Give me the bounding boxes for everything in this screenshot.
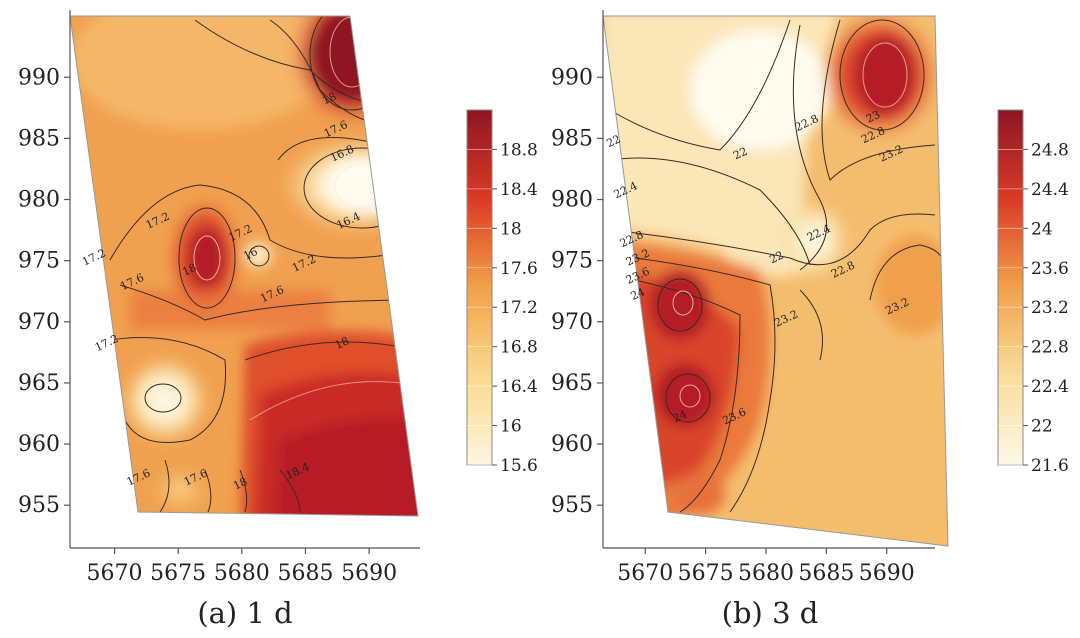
panel-a-colorbar-tick-label: 17.2 <box>500 298 538 318</box>
panel-a-y-tick-label: 990 <box>18 65 60 90</box>
panel-b-colorbar-tick-label: 22.4 <box>1031 377 1069 397</box>
panel-b-axes <box>602 10 935 549</box>
panel-b-colorbar-tick-label: 23.2 <box>1031 298 1069 318</box>
panel-b-y-tick-label: 975 <box>551 249 593 274</box>
panel-a-domain-outline <box>69 15 419 517</box>
panel-a-colorbar-tick-label: 15.6 <box>500 456 538 476</box>
panel-b-colorbar-tick-label: 24.4 <box>1031 180 1069 200</box>
panel-b-x-tick-label: 5680 <box>738 561 794 586</box>
panel-a-y-tick-label: 985 <box>18 126 60 151</box>
panel-a-contour-label: 16 <box>241 245 259 263</box>
panel-b-colorbar-tick-label: 22.8 <box>1031 338 1069 358</box>
panel-a-x-tick-label: 5680 <box>214 561 270 586</box>
panel-b-contour-field <box>603 16 948 546</box>
panel-a-x-tick-label: 5675 <box>150 561 206 586</box>
panel-a-colorbar-tick-label: 16 <box>500 417 522 437</box>
panel-b-colorbar: 24.8 24.4 24 23.6 23.2 22.8 22.4 22 21.6 <box>997 109 1069 476</box>
panel-a-colorbar-ticks: 18.8 18.4 18 17.6 17.2 16.8 16.4 16 15.6 <box>492 140 538 476</box>
panel-b-y-tick-label: 955 <box>551 493 593 518</box>
panel-b-contour-label: 22 <box>767 249 785 267</box>
panel-b-caption: (b) 3 d <box>722 596 819 630</box>
panel-a-y-tick-label: 965 <box>18 371 60 396</box>
panel-b-colorbar-tick-label: 24.8 <box>1031 140 1069 160</box>
panel-b-colorbar-tick-label: 23.6 <box>1031 259 1069 279</box>
panel-a-y-tick-label: 975 <box>18 249 60 274</box>
panel-b-contour-label: 23 <box>864 108 882 126</box>
panel-b-colorbar-tick-label: 21.6 <box>1031 456 1069 476</box>
panel-b-x-tick-label: 5685 <box>798 561 854 586</box>
panel-b-colorbar-tick-label: 22 <box>1031 417 1053 437</box>
panel-a-axes <box>69 10 420 549</box>
panel-a-colorbar-tick-label: 18.8 <box>500 140 538 160</box>
panel-a-caption: (a) 1 d <box>197 596 292 630</box>
panel-b-contour-label: 22 <box>605 132 623 150</box>
panel-b-colorbar-ticks: 24.8 24.4 24 23.6 23.2 22.8 22.4 22 21.6 <box>1023 140 1069 476</box>
panel-a-colorbar-tick-label: 18.4 <box>500 180 538 200</box>
panel-b-y-ticks: 990 985 980 975 970 965 960 955 <box>551 65 603 518</box>
panel-b-contour-label: 24 <box>629 285 647 303</box>
panel-b-contour-lines <box>609 19 946 513</box>
panel-b-x-tick-label: 5690 <box>859 561 915 586</box>
panel-a-x-tick-label: 5670 <box>87 561 143 586</box>
panel-a-y-ticks: 990 985 980 975 970 965 960 955 <box>18 65 70 518</box>
panel-b-colorbar-gradient <box>997 109 1024 466</box>
panel-a-x-tick-label: 5685 <box>277 561 333 586</box>
panel-b: 222222.422.823.222.82322.422.823.223.624… <box>551 10 1069 630</box>
panel-b-colorbar-tick-label: 24 <box>1031 219 1053 239</box>
panel-a-y-tick-label: 980 <box>18 188 60 213</box>
panel-a-colorbar-gradient <box>466 109 493 466</box>
panel-a-colorbar-bands <box>467 149 492 466</box>
panel-b-y-tick-label: 980 <box>551 188 593 213</box>
panel-a-contour-label: 18 <box>320 90 338 108</box>
panel-a-x-ticks: 5670 5675 5680 5685 5690 <box>87 548 397 586</box>
panel-a-contour-field <box>70 16 418 516</box>
panel-b-y-tick-label: 970 <box>551 310 593 335</box>
panel-b-colorbar-bands <box>998 149 1023 466</box>
panel-a-colorbar-tick-label: 16.4 <box>500 377 538 397</box>
panel-a-y-tick-label: 970 <box>18 310 60 335</box>
panel-a-contour-label: 18 <box>231 475 249 493</box>
panel-b-y-tick-label: 990 <box>551 65 593 90</box>
panel-b-contour-label: 24 <box>671 408 689 426</box>
panel-a-contour-label: 18 <box>333 334 351 352</box>
panel-b-x-tick-label: 5670 <box>617 561 673 586</box>
panel-a-colorbar-tick-label: 16.8 <box>500 338 538 358</box>
panel-b-contour-label: 22 <box>731 145 749 163</box>
panel-a-colorbar-tick-label: 18 <box>500 219 522 239</box>
panel-a-contour-label: 18 <box>180 261 198 279</box>
panel-b-domain-outline <box>602 15 949 547</box>
panel-a-colorbar: 18.8 18.4 18 17.6 17.2 16.8 16.4 16 15.6 <box>466 109 538 476</box>
panel-b-x-ticks: 5670 5675 5680 5685 5690 <box>617 548 915 586</box>
panel-b-y-tick-label: 960 <box>551 432 593 457</box>
panel-a-y-tick-label: 960 <box>18 432 60 457</box>
panel-b-y-tick-label: 965 <box>551 371 593 396</box>
panel-a-y-tick-label: 955 <box>18 493 60 518</box>
panel-a-x-tick-label: 5690 <box>341 561 397 586</box>
panel-b-x-tick-label: 5675 <box>678 561 734 586</box>
panel-a-colorbar-tick-label: 17.6 <box>500 259 538 279</box>
panel-b-y-tick-label: 985 <box>551 126 593 151</box>
